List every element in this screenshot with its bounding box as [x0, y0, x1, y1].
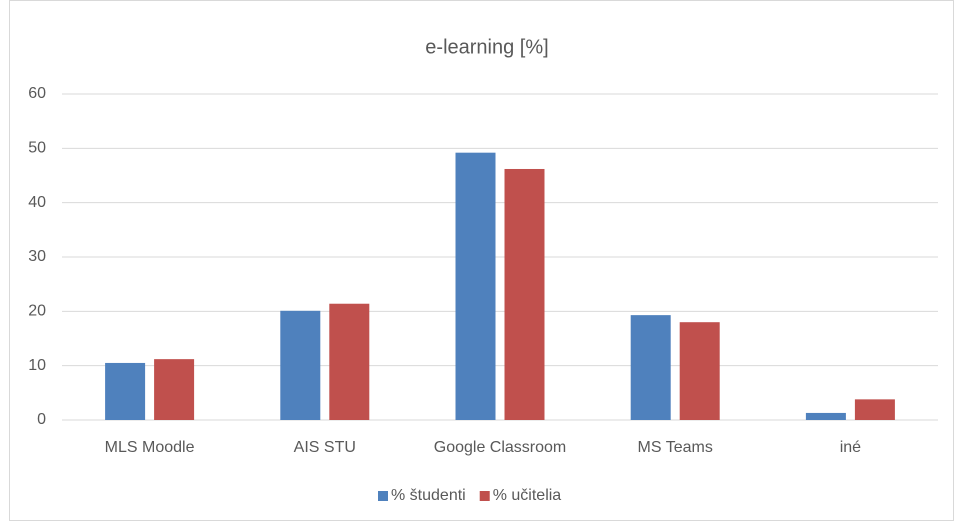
- x-tick-label: iné: [840, 439, 861, 456]
- bar: [329, 303, 370, 420]
- y-tick-label: 10: [28, 357, 46, 374]
- bar: [805, 412, 846, 420]
- bar: [105, 362, 146, 420]
- y-tick-label: 60: [28, 85, 46, 102]
- legend-label: % študenti: [391, 487, 466, 504]
- legend-swatch: [378, 491, 388, 501]
- y-tick-label: 30: [28, 248, 46, 265]
- x-tick-label: AIS STU: [294, 439, 356, 456]
- x-tick-label: Google Classroom: [434, 439, 567, 456]
- legend-swatch: [479, 491, 490, 501]
- y-tick-label: 20: [28, 303, 46, 320]
- bar: [154, 359, 195, 420]
- x-tick-label: MLS Moodle: [105, 439, 195, 456]
- bar: [504, 168, 545, 420]
- x-tick-label: MS Teams: [638, 439, 713, 456]
- bar: [679, 322, 720, 420]
- y-tick-label: 0: [37, 411, 46, 428]
- chart-title: e-learning [%]: [425, 36, 548, 58]
- bar: [854, 399, 895, 420]
- y-tick-label: 50: [28, 140, 46, 157]
- bar: [280, 310, 321, 420]
- bar: [455, 152, 496, 420]
- legend-label: % učitelia: [493, 487, 562, 504]
- y-tick-label: 40: [28, 194, 46, 211]
- bar: [630, 315, 671, 420]
